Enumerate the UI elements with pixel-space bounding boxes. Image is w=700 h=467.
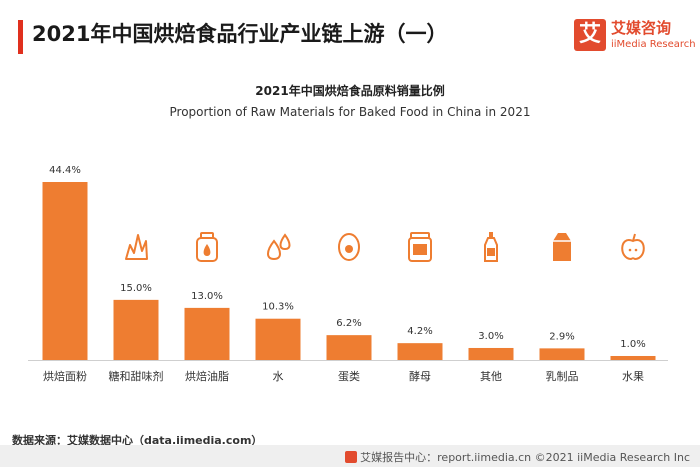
value-label: 1.0%	[620, 339, 645, 350]
category-label: 蛋类	[338, 369, 360, 383]
value-label: 15.0%	[120, 283, 152, 294]
water-drops-icon	[267, 233, 291, 261]
value-label: 6.2%	[336, 318, 361, 329]
footer-logo-icon	[345, 451, 358, 463]
bar-1	[42, 182, 88, 360]
bar-8	[539, 348, 585, 360]
category-label: 烘焙油脂	[185, 369, 229, 383]
yeast-jar-icon	[408, 232, 432, 262]
category-label: 水果	[622, 370, 644, 383]
footer-bar: 艾媒报告中心：report.iimedia.cn ©2021 iiMedia R…	[0, 445, 700, 467]
bar-9	[610, 355, 656, 360]
value-label: 44.4%	[49, 165, 81, 176]
value-label: 4.2%	[407, 326, 432, 337]
bar-3	[184, 307, 230, 360]
bar-chart: 44.4% 烘焙面粉 15.0% 糖和甜味剂 13.0% 烘焙油脂 10.3% 水 6.2% 蛋类…	[28, 165, 668, 383]
title-accent-bar	[18, 20, 23, 54]
bar-4	[255, 318, 301, 360]
fruit-icon	[621, 233, 645, 261]
bottle-icon	[484, 232, 498, 262]
category-label: 乳制品	[546, 370, 579, 383]
chart-title: 2021年中国烘焙食品原料销量比例	[255, 84, 445, 98]
footer-label: 艾媒报告中心：report.iimedia.cn ©2021 iiMedia R…	[360, 451, 690, 464]
category-label: 酵母	[409, 370, 431, 383]
logo-name-en: iiMedia Research	[611, 39, 696, 50]
bar-2	[113, 299, 159, 360]
source-note: 数据来源：艾媒数据中心（data.iimedia.com）	[12, 434, 263, 447]
bar-7	[468, 347, 514, 360]
category-label: 其他	[480, 370, 502, 383]
chart-subtitle: Proportion of Raw Materials for Baked Fo…	[169, 105, 531, 119]
bar-5	[326, 335, 372, 360]
category-label: 糖和甜味剂	[109, 369, 164, 383]
page-title: 2021年中国烘焙食品行业产业链上游（一）	[32, 22, 448, 46]
brand-logo: 艾 艾媒咨询 iiMedia Research	[574, 16, 696, 58]
logo-name-cn: 艾媒咨询	[611, 19, 672, 37]
sugar-icon	[125, 234, 148, 260]
value-label: 3.0%	[478, 331, 503, 342]
value-label: 2.9%	[549, 331, 574, 342]
bar-6	[397, 343, 443, 360]
oil-jar-icon	[196, 232, 218, 262]
egg-icon	[338, 233, 360, 261]
footer-text: 艾媒报告中心：report.iimedia.cn ©2021 iiMedia R…	[345, 449, 690, 465]
milk-carton-icon	[553, 233, 571, 261]
logo-mark: 艾	[574, 19, 606, 51]
value-label: 13.0%	[191, 291, 223, 302]
value-label: 10.3%	[262, 302, 294, 313]
category-label: 水	[273, 370, 284, 383]
category-label: 烘焙面粉	[43, 369, 87, 383]
